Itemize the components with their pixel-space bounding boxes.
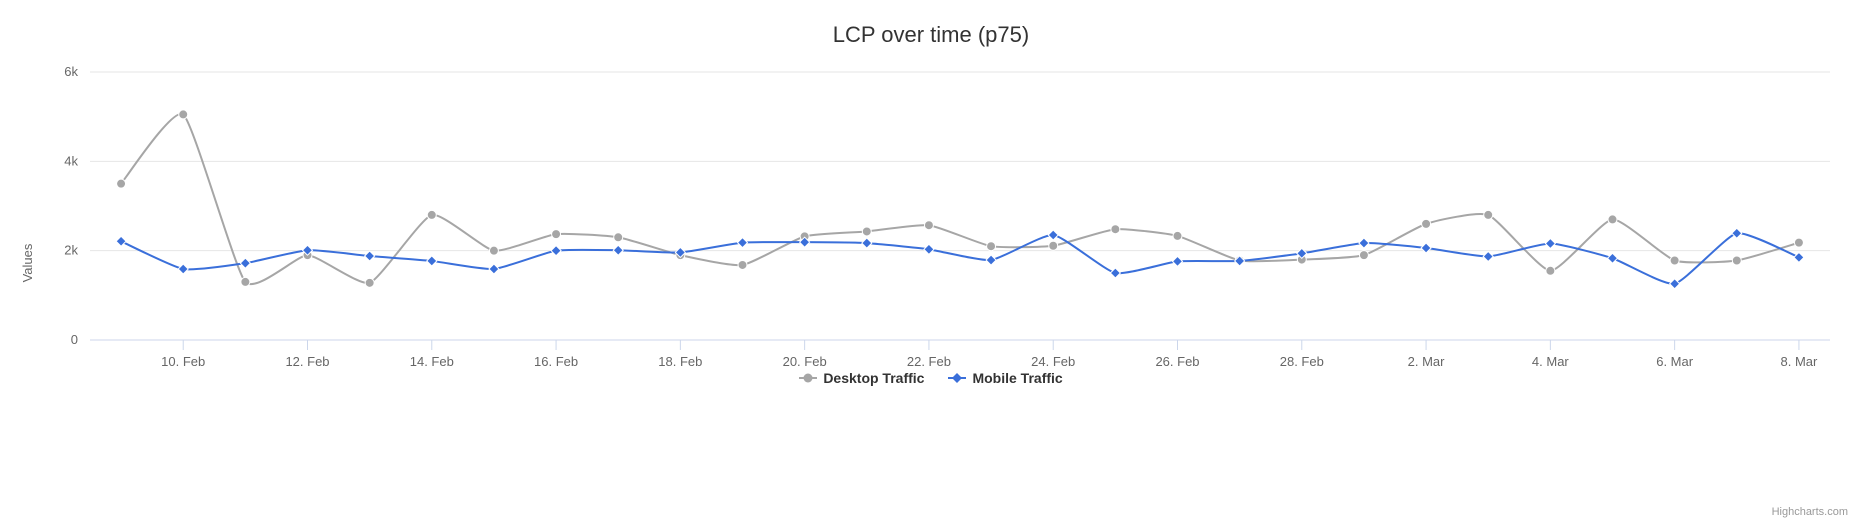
chart-credits[interactable]: Highcharts.com: [1772, 506, 1848, 518]
y-tick-label: 2k: [64, 243, 78, 258]
x-tick-label: 22. Feb: [907, 354, 951, 369]
lcp-chart: LCP over time (p75) Values 0 2k 4k 6k 10. Fe…: [0, 0, 1862, 526]
x-tick-label: 6. Mar: [1656, 354, 1694, 369]
x-tick-label: 10. Feb: [161, 354, 205, 369]
x-tick-label: 26. Feb: [1155, 354, 1199, 369]
x-tick-label: 8. Mar: [1781, 354, 1819, 369]
y-tick-label: 4k: [64, 153, 78, 168]
x-tick-label: 4. Mar: [1532, 354, 1570, 369]
y-tick-label: 6k: [64, 64, 78, 79]
y-axis-label: Values: [20, 244, 35, 283]
x-tick-label: 20. Feb: [783, 354, 827, 369]
legend-label: Desktop Traffic: [823, 370, 924, 386]
x-tick-label: 12. Feb: [285, 354, 329, 369]
x-tick-label: 16. Feb: [534, 354, 578, 369]
x-tick-label: 18. Feb: [658, 354, 702, 369]
x-tick-label: 14. Feb: [410, 354, 454, 369]
x-tick-label: 24. Feb: [1031, 354, 1075, 369]
legend-item-mobile-traffic[interactable]: Mobile Traffic: [948, 370, 1062, 386]
y-tick-label: 0: [71, 332, 78, 347]
legend-label: Mobile Traffic: [972, 370, 1062, 386]
legend-swatch: [799, 371, 817, 385]
legend-swatch: [948, 371, 966, 385]
x-tick-label: 2. Mar: [1408, 354, 1446, 369]
legend-item-desktop-traffic[interactable]: Desktop Traffic: [799, 370, 924, 386]
chart-legend: Desktop Traffic Mobile Traffic: [0, 370, 1862, 388]
chart-title: LCP over time (p75): [0, 22, 1862, 48]
chart-plot-area[interactable]: 02k4k6k10. Feb12. Feb14. Feb16. Feb18. F…: [90, 72, 1830, 380]
x-tick-label: 28. Feb: [1280, 354, 1324, 369]
